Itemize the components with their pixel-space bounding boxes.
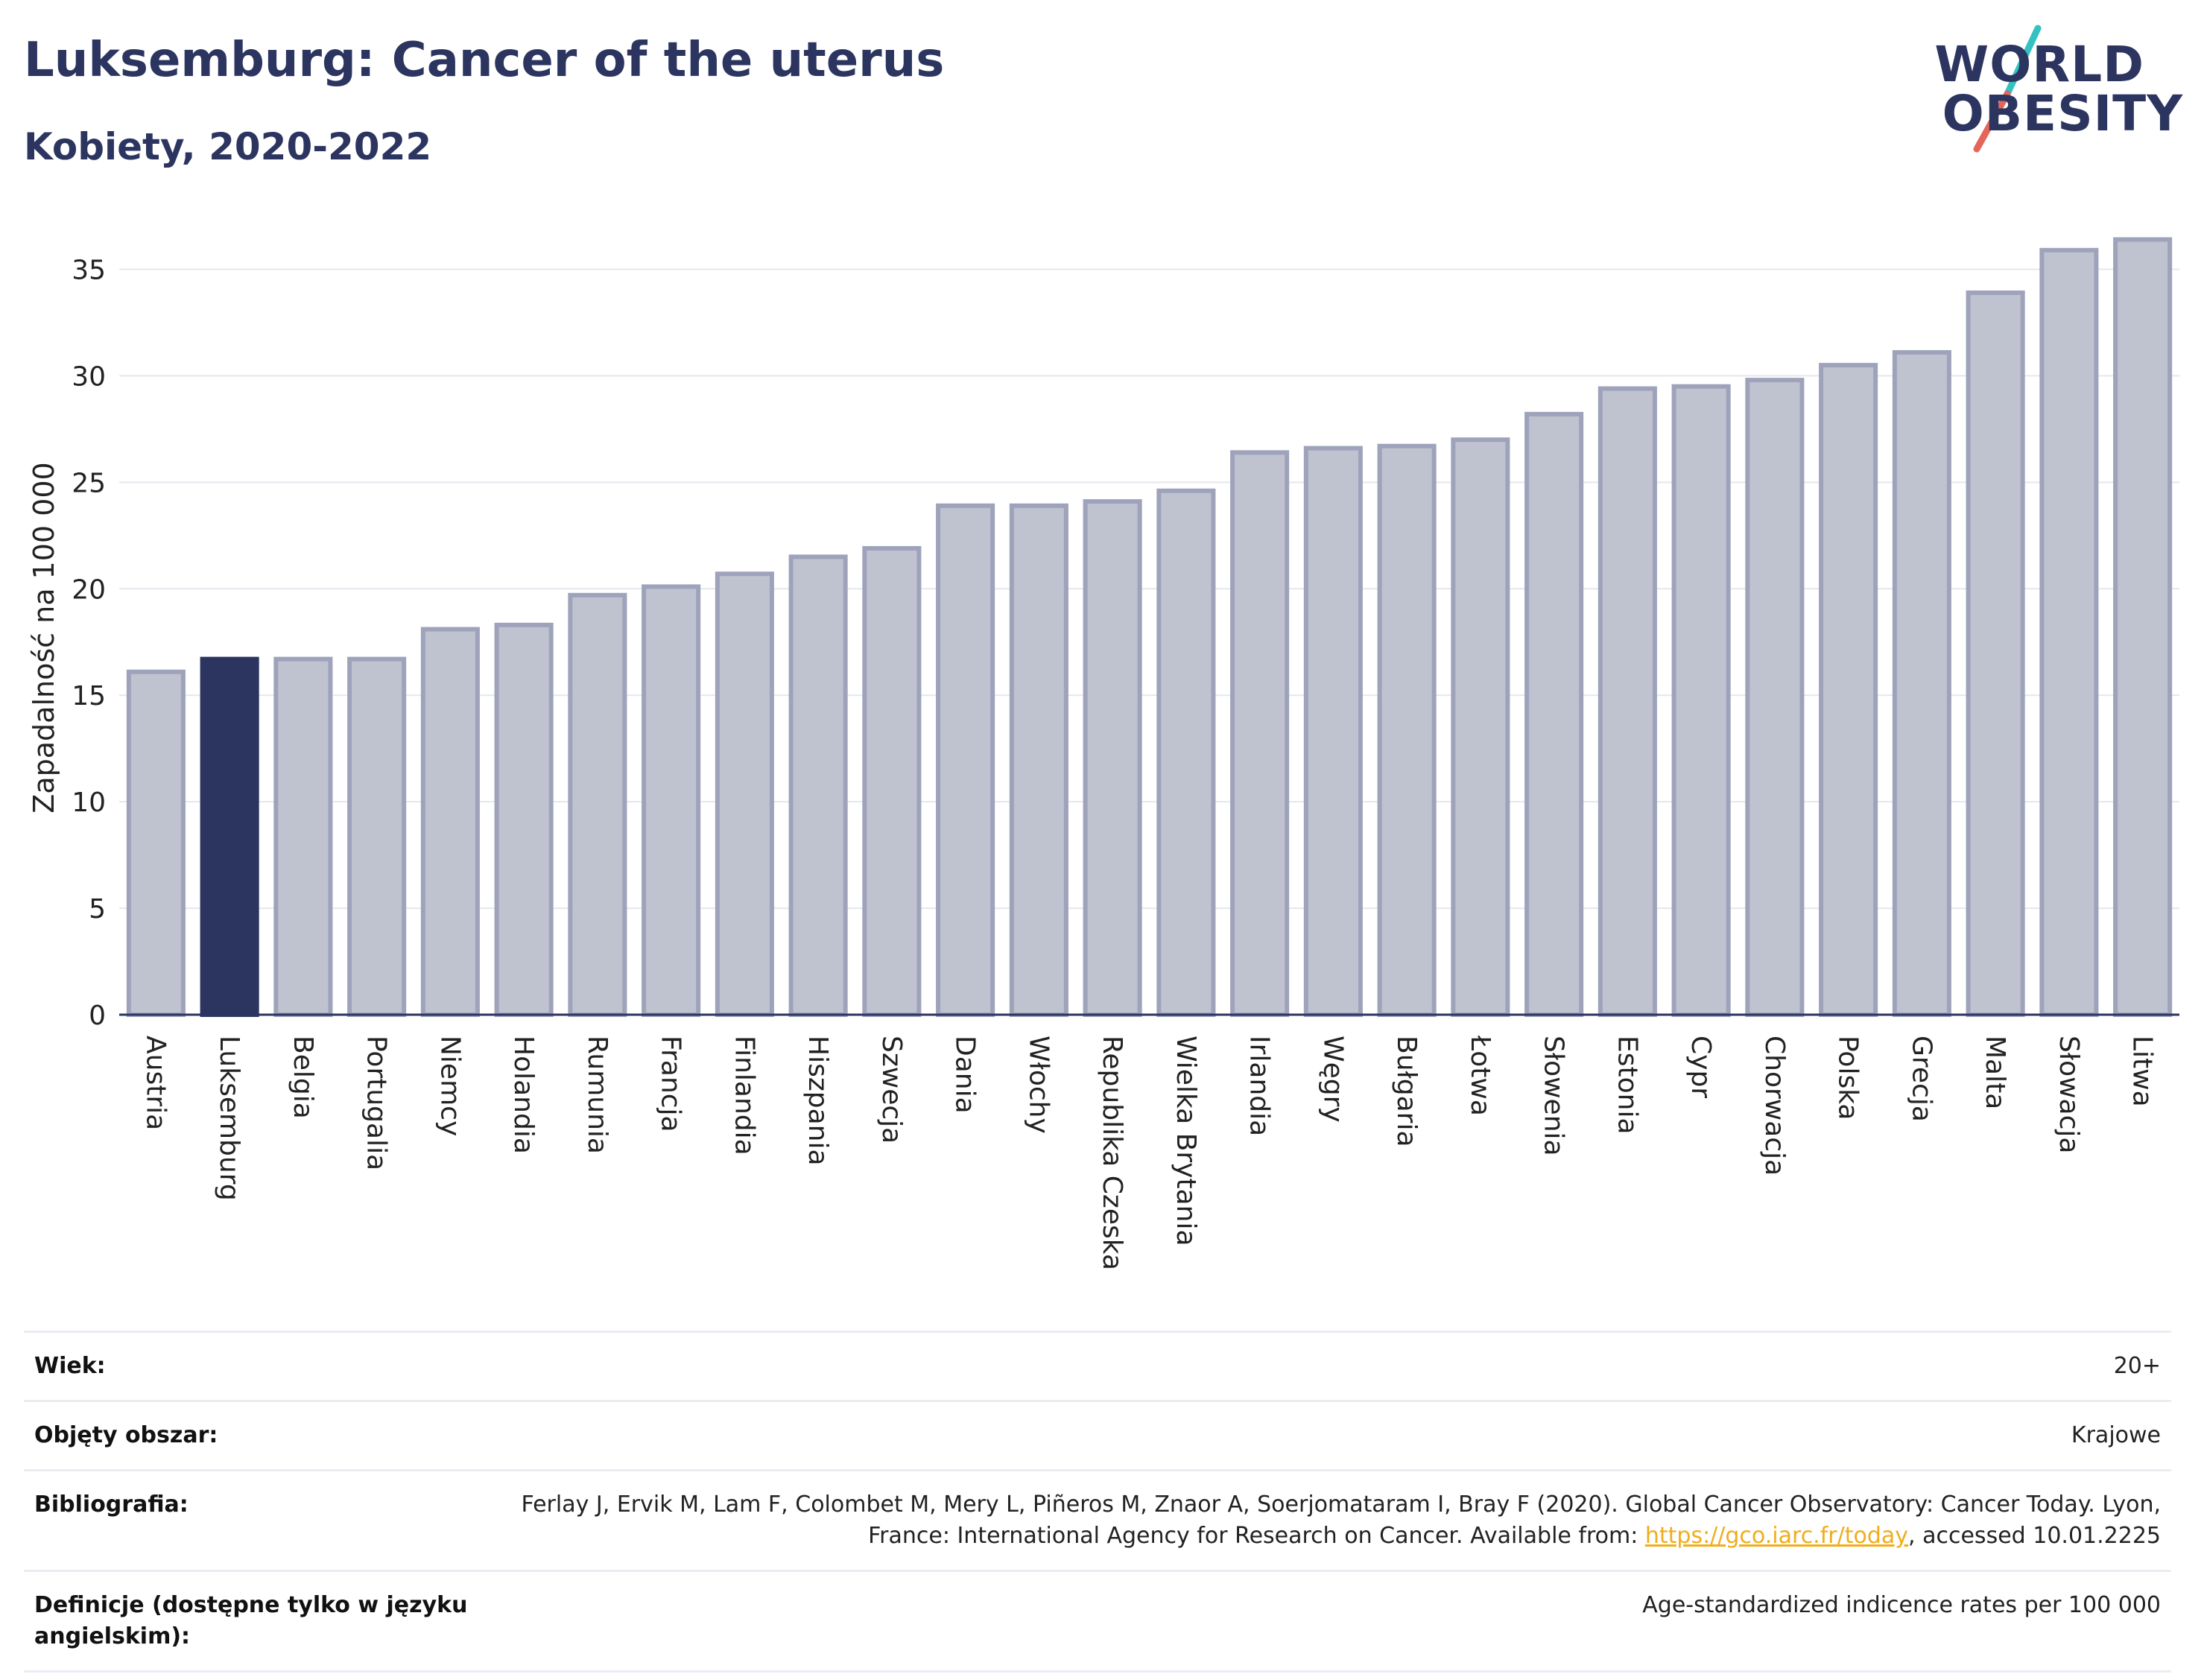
x-tick-label: Cypr <box>1685 1036 1716 1098</box>
bibliography-suffix: , accessed 10.01.2225 <box>1908 1523 2161 1549</box>
world-obesity-logo: WORLD OBESITY <box>1934 22 2191 156</box>
bar <box>568 592 627 1017</box>
logo-slash-icon <box>1973 25 2042 153</box>
x-tick-label: Finlandia <box>729 1036 759 1156</box>
bar <box>862 545 922 1017</box>
bar <box>715 571 774 1017</box>
bar <box>2113 237 2173 1018</box>
bar <box>2039 247 2099 1018</box>
x-tick-label: Litwa <box>2127 1036 2158 1107</box>
x-tick-label: Włochy <box>1023 1036 1054 1134</box>
age-value: 20+ <box>2113 1353 2161 1379</box>
x-tick-label: Austria <box>140 1036 171 1130</box>
x-tick-label: Francja <box>656 1036 686 1132</box>
bar-chart: 0 5 10 15 20 25 30 35 Zapadalność na 100 000 Aust… <box>28 237 2179 1270</box>
bar <box>642 584 701 1017</box>
y-tick-label: 20 <box>72 574 106 605</box>
y-tick-label: 35 <box>72 255 106 285</box>
bar <box>936 503 995 1017</box>
bar <box>273 656 333 1017</box>
bar <box>420 627 480 1017</box>
x-tick-label: Portugalia <box>361 1036 392 1170</box>
info-row-definitions: Definicje (dostępne tylko w języku angie… <box>24 1570 2171 1673</box>
x-tick-label: Rumunia <box>582 1036 612 1154</box>
x-tick-label: Dania <box>950 1036 981 1114</box>
chart-subtitle: Kobiety, 2020-2022 <box>24 125 432 168</box>
bar <box>1083 499 1142 1017</box>
x-tick-label: Słowenia <box>1539 1036 1569 1156</box>
x-tick-label: Łotwa <box>1465 1035 1495 1116</box>
bar <box>1819 363 1878 1017</box>
y-tick-label: 25 <box>72 468 106 498</box>
bibliography-label: Bibliografia: <box>34 1492 189 1518</box>
x-tick-label: Irlandia <box>1244 1036 1275 1136</box>
definitions-label: Definicje (dostępne tylko w języku angie… <box>34 1592 468 1649</box>
x-tick-label: Węgry <box>1317 1036 1348 1123</box>
area-value: Krajowe <box>2071 1422 2161 1448</box>
bar <box>1156 488 1216 1017</box>
x-tick-label: Hiszpania <box>802 1036 833 1166</box>
info-row-bibliography: Bibliografia: Ferlay J, Ervik M, Lam F, … <box>24 1469 2171 1570</box>
x-tick-label: Grecja <box>1906 1036 1937 1122</box>
info-row-age: Wiek: 20+ <box>24 1331 2171 1400</box>
x-tick-label: Niemcy <box>434 1036 465 1136</box>
x-tick-label: Polska <box>1833 1036 1863 1120</box>
bar <box>494 622 554 1017</box>
definitions-value: Age-standardized indicence rates per 100… <box>1642 1592 2161 1618</box>
x-tick-label: Wielka Brytania <box>1171 1036 1201 1246</box>
x-tick-label: Bułgaria <box>1391 1036 1422 1147</box>
x-tick-label: Szwecja <box>876 1036 907 1144</box>
bar <box>788 554 848 1017</box>
x-tick-label: Malta <box>1980 1036 2010 1109</box>
x-tick-label: Holandia <box>508 1036 539 1154</box>
bar <box>1524 411 1584 1017</box>
info-row-area: Objęty obszar: Krajowe <box>24 1400 2171 1469</box>
area-label: Objęty obszar: <box>34 1422 218 1448</box>
bar <box>1230 450 1290 1017</box>
bar <box>1377 443 1437 1017</box>
info-table: Wiek: 20+ Objęty obszar: Krajowe Bibliog… <box>24 1331 2171 1673</box>
y-axis-label: Zapadalność na 100 000 <box>28 462 60 813</box>
y-tick-label: 5 <box>89 894 106 925</box>
bibliography-value: Ferlay J, Ervik M, Lam F, Colombet M, Me… <box>507 1489 2161 1552</box>
bar <box>200 656 259 1017</box>
bar <box>1892 349 1951 1018</box>
bar <box>347 656 407 1017</box>
bar <box>1966 290 2025 1017</box>
bar <box>1303 446 1363 1017</box>
x-tick-label: Belgia <box>288 1036 318 1119</box>
x-tick-label: Republika Czeska <box>1097 1036 1127 1270</box>
bar <box>1451 437 1510 1017</box>
y-tick-label: 10 <box>72 787 106 818</box>
bar <box>1009 503 1068 1017</box>
logo-word-obesity: OBESITY <box>1942 85 2183 142</box>
x-tick-label: Chorwacja <box>1759 1036 1790 1176</box>
y-tick-label: 0 <box>89 1001 106 1031</box>
chart-title: Luksemburg: Cancer of the uterus <box>24 33 945 88</box>
x-tick-label: Luksemburg <box>214 1036 244 1201</box>
bibliography-text: Ferlay J, Ervik M, Lam F, Colombet M, Me… <box>521 1492 2161 1549</box>
y-tick-label: 15 <box>72 681 106 711</box>
y-tick-label: 30 <box>72 361 106 392</box>
bibliography-link[interactable]: https://gco.iarc.fr/today <box>1644 1523 1909 1549</box>
bar <box>1745 378 1805 1018</box>
age-label: Wiek: <box>34 1353 106 1379</box>
bar <box>1671 384 1731 1017</box>
logo-word-world: WORLD <box>1934 36 2144 93</box>
bar <box>126 669 186 1017</box>
x-tick-label: Estonia <box>1612 1036 1642 1135</box>
x-tick-label: Słowacja <box>2053 1036 2084 1153</box>
bar <box>1597 386 1657 1017</box>
